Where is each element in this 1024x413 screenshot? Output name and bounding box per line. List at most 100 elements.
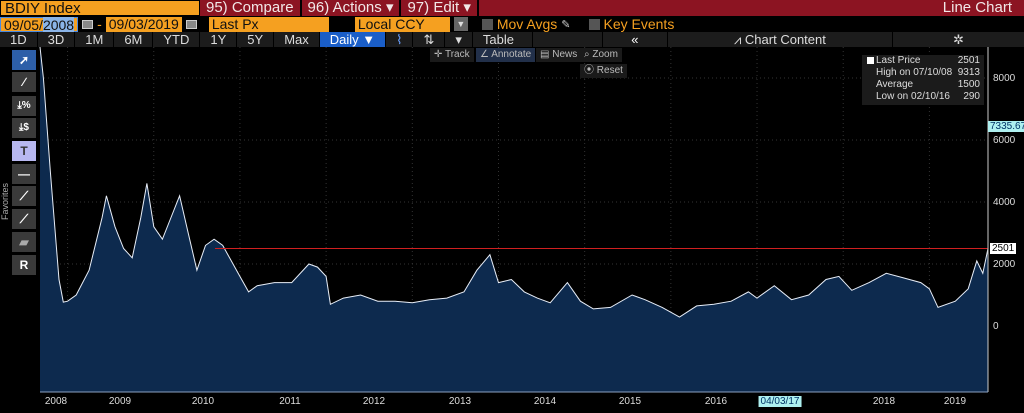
start-date-year: 2008	[42, 16, 75, 33]
x-tick: 2016	[704, 396, 728, 407]
collapse-button[interactable]: «	[603, 32, 668, 47]
legend-low-value: 290	[963, 91, 980, 102]
range-max[interactable]: Max	[274, 32, 320, 47]
x-tick: 2009	[108, 396, 132, 407]
line-chart-icon[interactable]: ⌇	[386, 32, 414, 47]
key-events-checkbox[interactable]	[588, 18, 600, 30]
bar-chart-icon[interactable]: ⇅	[413, 32, 446, 47]
date-separator: -	[97, 16, 102, 32]
legend-swatch	[867, 57, 874, 64]
spacer	[533, 32, 603, 47]
chevron-down-icon: ▾	[385, 0, 394, 16]
x-tick: 2015	[618, 396, 642, 407]
legend-avg-value: 1500	[957, 79, 980, 90]
x-tick: 2012	[362, 396, 386, 407]
settings-bar: 09/05/2008 - 09/03/2019 Last Px Local CC…	[0, 16, 1024, 33]
horizontal-line-tool-icon[interactable]: —	[12, 164, 36, 184]
actions-label: 96) Actions	[307, 0, 382, 16]
key-events-label[interactable]: Key Events	[603, 16, 675, 32]
range-1d[interactable]: 1D	[0, 32, 38, 47]
calendar-icon[interactable]	[82, 19, 94, 29]
start-date-field[interactable]: 09/05/2008	[0, 16, 79, 33]
legend-high-value: 9313	[957, 67, 980, 78]
annotate-button[interactable]: ∠ Annotate	[476, 48, 536, 62]
pointer-tool-icon[interactable]: ➚	[12, 50, 36, 70]
y-tick: 6000	[993, 135, 1016, 146]
table-button[interactable]: Table	[473, 32, 533, 47]
area-fill	[40, 47, 988, 392]
channel-tool-icon[interactable]: ⟋	[12, 209, 36, 229]
range-1m[interactable]: 1M	[75, 32, 115, 47]
legend-high: High on 07/10/08 9313	[862, 67, 984, 79]
chart-content-label: Chart Content	[744, 32, 826, 47]
dollar-tool-icon[interactable]: ⤓$	[12, 118, 36, 138]
pencil-icon[interactable]: ✎	[561, 18, 571, 31]
mov-avgs-label[interactable]: Mov Avgs	[496, 16, 558, 32]
compare-button[interactable]: 95) Compare	[200, 0, 302, 16]
chart-icon: ⩘	[733, 32, 745, 47]
calendar-icon[interactable]	[185, 19, 197, 29]
chart-type-title: Line Chart	[942, 0, 1012, 16]
range-1y[interactable]: 1Y	[200, 32, 238, 47]
chevron-down-icon: ▾	[463, 0, 471, 16]
percent-tool-icon[interactable]: ⤓%	[12, 96, 36, 116]
legend-high-label: High on 07/10/08	[876, 67, 953, 78]
x-tick: 2019	[943, 396, 967, 407]
band-tool-icon[interactable]: ▰	[12, 232, 36, 252]
cursor-value-tag: 7335.67	[988, 121, 1024, 132]
price-line	[39, 47, 989, 318]
x-tick: 2010	[191, 396, 215, 407]
edit-button[interactable]: 97) Edit ▾	[401, 0, 479, 16]
end-date-field[interactable]: 09/03/2019	[105, 16, 182, 32]
range-5y[interactable]: 5Y	[237, 32, 275, 47]
y-tick: 8000	[993, 73, 1016, 84]
text-tool-icon[interactable]: T	[12, 141, 36, 161]
range-3d[interactable]: 3D	[38, 32, 76, 47]
legend-last-value: 2501	[957, 55, 980, 66]
x-tick: 2018	[872, 396, 896, 407]
x-tick: 2013	[448, 396, 472, 407]
chevron-down-icon[interactable]: ▼	[453, 17, 468, 31]
legend-last: Last Price 2501	[862, 55, 984, 67]
ticker-field[interactable]: BDIY Index	[0, 0, 200, 17]
range-toolbar: 1D 3D 1M 6M YTD 1Y 5Y Max Daily ▼ ⌇ ⇅ ▾ …	[0, 32, 1024, 47]
favorites-tab[interactable]: Favorites	[0, 182, 10, 220]
ruler-tool-icon[interactable]: R	[12, 255, 36, 275]
last-price-tag: 2501	[990, 243, 1017, 254]
y-tick: 0	[993, 321, 999, 332]
x-tick: 2014	[533, 396, 557, 407]
chevron-down-icon[interactable]: ▾	[445, 32, 473, 47]
reset-label: Reset	[596, 65, 623, 76]
title-bar: BDIY Index 95) Compare 96) Actions ▾ 97)…	[0, 0, 1024, 17]
x-tick: 2011	[279, 396, 301, 407]
reset-button[interactable]: ⦿ Reset	[580, 64, 627, 78]
track-button[interactable]: ✛ Track	[430, 48, 474, 62]
chart-content-button[interactable]: ⩘ Chart Content	[668, 32, 893, 47]
legend-low-label: Low on 02/10/16	[876, 91, 950, 102]
gear-icon[interactable]: ✲	[953, 32, 964, 47]
y-tick: 2000	[993, 259, 1016, 270]
x-tick: 2008	[44, 396, 68, 407]
legend-last-label: Last Price	[876, 55, 921, 66]
mov-avgs-checkbox[interactable]	[481, 18, 493, 30]
hover-date-tag: 04/03/17	[758, 396, 802, 407]
draw-line-tool-icon[interactable]: ∕	[12, 72, 36, 92]
range-6m[interactable]: 6M	[114, 32, 154, 47]
start-date-prefix: 09/05/	[4, 16, 43, 33]
actions-button[interactable]: 96) Actions ▾	[302, 0, 402, 16]
legend: Last Price 2501 High on 07/10/08 9313 Aver…	[862, 55, 984, 105]
edit-label: 97) Edit	[407, 0, 460, 16]
legend-average: Average 1500	[862, 79, 984, 91]
currency-select[interactable]: Local CCY	[354, 16, 450, 32]
field-select[interactable]: Last Px	[208, 16, 329, 32]
frequency-dropdown[interactable]: Daily ▼	[319, 32, 387, 47]
zoom-button[interactable]: ⌕ Zoom	[580, 48, 622, 62]
range-ytd[interactable]: YTD	[153, 32, 201, 47]
news-button[interactable]: ▤ News	[536, 48, 582, 62]
reset-icon: ⦿	[584, 65, 597, 76]
legend-avg-label: Average	[876, 79, 914, 90]
legend-low: Low on 02/10/16 290	[862, 91, 984, 103]
bottom-strip	[0, 400, 1024, 413]
y-tick: 4000	[993, 197, 1016, 208]
trend-line-tool-icon[interactable]: ⟋	[12, 186, 36, 206]
